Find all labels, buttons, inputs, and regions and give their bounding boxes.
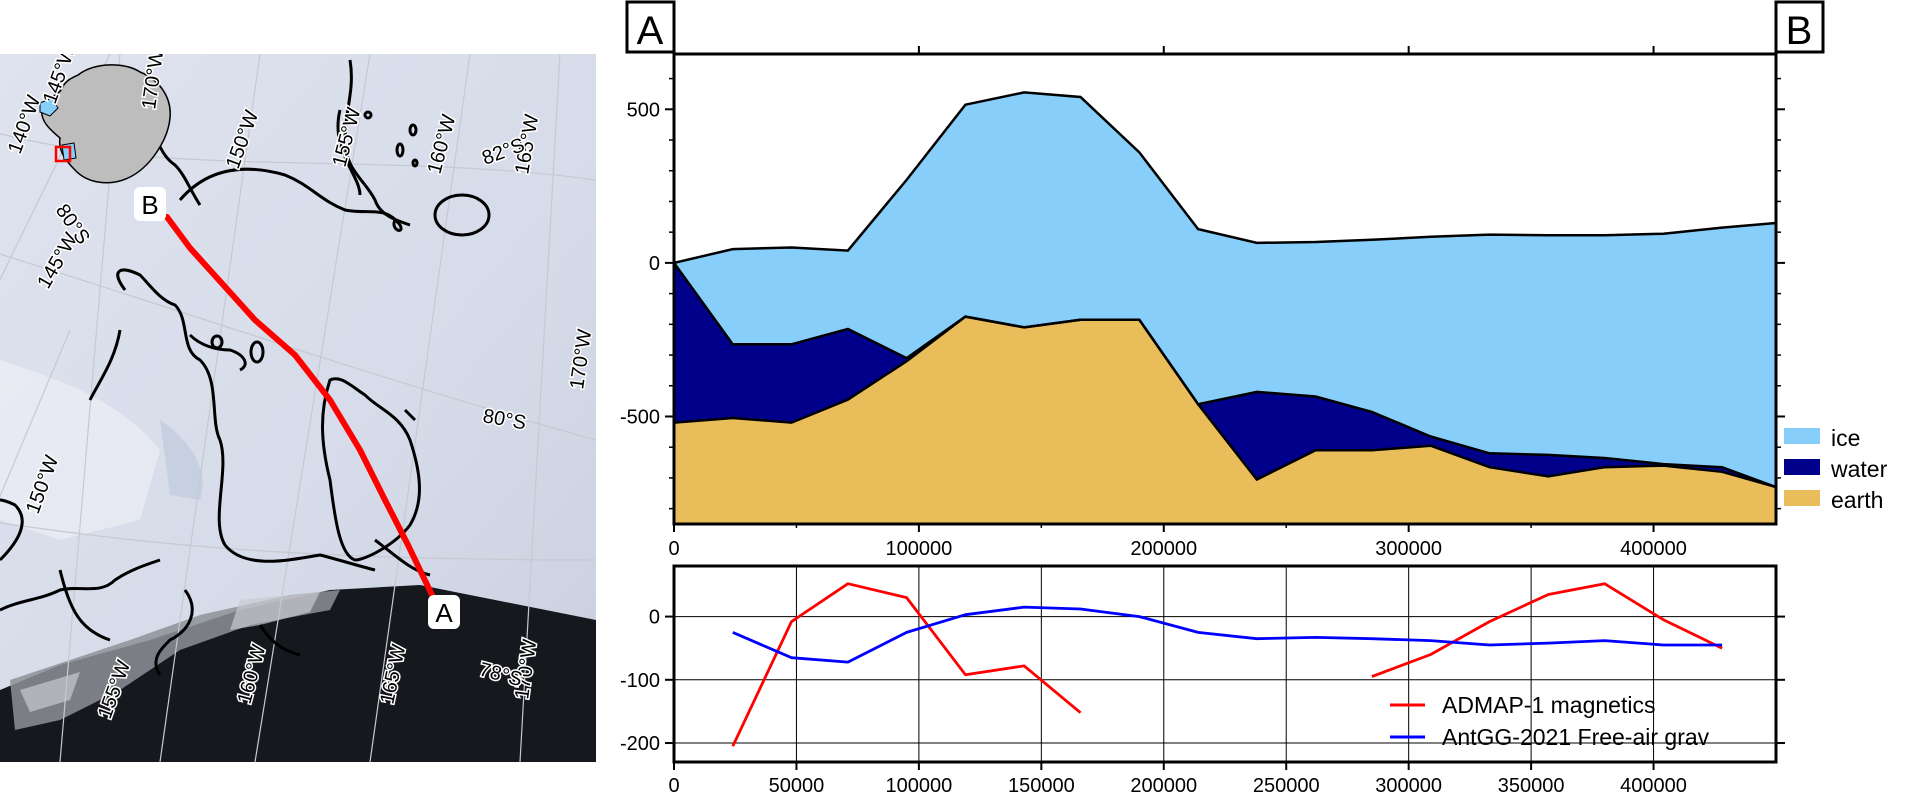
y-tick-label: -500 bbox=[620, 406, 660, 428]
corner-label-b: B bbox=[1774, 0, 1825, 54]
x-tick-label: 250000 bbox=[1253, 775, 1320, 796]
antarctica-inset-map bbox=[39, 64, 171, 184]
x-tick-label: 400000 bbox=[1620, 538, 1687, 560]
x-tick-label: 200000 bbox=[1130, 538, 1197, 560]
profile-end-label: B bbox=[141, 190, 158, 220]
series-line-magnetics bbox=[731, 582, 1082, 747]
series-line-magnetics bbox=[1371, 582, 1723, 678]
legend-label-ice: ice bbox=[1831, 425, 1860, 451]
geophysics-line-chart: 0 50000 100000 150000 200000 250000 300000 3500… bbox=[620, 564, 1785, 796]
y-tick-label: 500 bbox=[627, 99, 660, 121]
boundary-ice-top bbox=[674, 91, 1776, 265]
corner-label-a: A bbox=[625, 0, 676, 54]
x-tick-label: 350000 bbox=[1498, 775, 1565, 796]
x-tick-label: 100000 bbox=[886, 775, 953, 796]
map-sea-ice bbox=[10, 590, 340, 730]
satellite-map: 140°W 145°W 145°W 150°W 150°W 155°W 155°… bbox=[0, 54, 596, 762]
y-tick-label: -100 bbox=[620, 670, 660, 692]
cross-section-ticks: 0 100000 200000 300000 400000 500 0 -500 bbox=[620, 46, 1785, 560]
cross-section-legend: ice water earth bbox=[1784, 425, 1888, 513]
legend-swatch-ice bbox=[1784, 428, 1820, 444]
layer-earth bbox=[674, 316, 1776, 524]
cross-section-boundaries bbox=[674, 91, 1776, 489]
x-tick-label: 300000 bbox=[1375, 775, 1442, 796]
map-ocean bbox=[0, 585, 596, 762]
legend-swatch-earth bbox=[1784, 490, 1820, 506]
map-coastlines bbox=[0, 59, 431, 676]
boundary-water-top bbox=[674, 262, 1776, 489]
profile-end-marker: B bbox=[134, 187, 166, 221]
geophysics-ticks: 0 50000 100000 150000 200000 250000 300000 3500… bbox=[620, 607, 1785, 796]
profile-start-label: A bbox=[435, 598, 453, 628]
y-tick-label: 0 bbox=[649, 607, 660, 629]
geophysics-grid bbox=[674, 566, 1776, 762]
legend-label-gravity: AntGG-2021 Free-air grav bbox=[1442, 724, 1710, 750]
geophysics-legend: ADMAP-1 magnetics AntGG-2021 Free-air gr… bbox=[1390, 692, 1710, 750]
y-tick-label: -200 bbox=[620, 733, 660, 755]
layer-ice bbox=[674, 92, 1776, 488]
x-tick-label: 400000 bbox=[1620, 775, 1687, 796]
series-line-gravity bbox=[732, 605, 1723, 664]
profile-start-marker: A bbox=[428, 595, 460, 629]
corner-label-b-text: B bbox=[1786, 9, 1813, 53]
map-ice-texture bbox=[160, 420, 203, 500]
geophysics-frame bbox=[672, 564, 1778, 764]
legend-label-earth: earth bbox=[1831, 487, 1883, 513]
x-tick-label: 150000 bbox=[1008, 775, 1075, 796]
y-tick-label: 0 bbox=[649, 253, 660, 275]
map-islands bbox=[210, 110, 491, 364]
x-tick-label: 100000 bbox=[886, 538, 953, 560]
profile-line bbox=[164, 214, 435, 598]
boundary-earth-top bbox=[674, 315, 1776, 489]
cross-section-frame bbox=[672, 52, 1778, 526]
x-tick-label: 300000 bbox=[1375, 538, 1442, 560]
cross-section-chart: 0 100000 200000 300000 400000 500 0 -500 A B ic… bbox=[620, 0, 1888, 560]
x-tick-label: 50000 bbox=[769, 775, 825, 796]
inset-region-box bbox=[54, 145, 72, 163]
geophysics-series bbox=[731, 582, 1723, 747]
x-tick-label: 0 bbox=[668, 538, 679, 560]
map-ice-texture bbox=[0, 360, 160, 540]
map-sea-ice-bright bbox=[20, 592, 320, 712]
legend-label-water: water bbox=[1830, 456, 1888, 482]
x-tick-label: 0 bbox=[668, 775, 679, 796]
legend-label-magnetics: ADMAP-1 magnetics bbox=[1442, 692, 1655, 718]
corner-label-a-text: A bbox=[637, 9, 664, 53]
legend-swatch-water bbox=[1784, 459, 1820, 475]
x-tick-label: 200000 bbox=[1130, 775, 1197, 796]
inset-ice-shelf bbox=[39, 97, 59, 117]
